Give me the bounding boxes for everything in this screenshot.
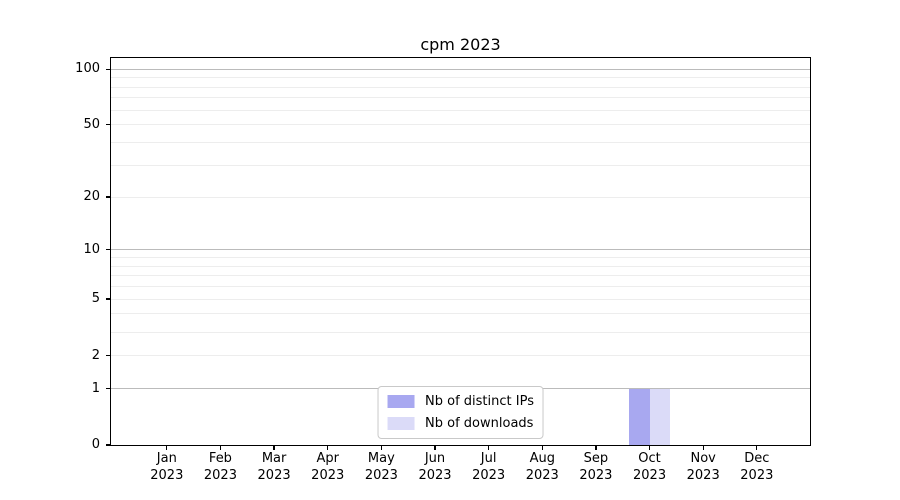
x-tick-mark xyxy=(219,445,222,450)
x-tick-label-year: 2023 xyxy=(364,467,398,483)
x-tick-mark xyxy=(541,445,543,450)
chart-title: cpm 2023 xyxy=(420,35,501,54)
x-tick-label: Mar 2023 xyxy=(242,451,306,484)
x-tick-label-month: Jul xyxy=(480,451,497,466)
x-tick-label-month: Jun xyxy=(424,451,446,466)
y-tick-mark xyxy=(106,249,111,251)
x-tick-mark xyxy=(595,445,597,450)
legend-swatch-downloads-icon xyxy=(387,416,415,431)
x-tick-label: Jun 2023 xyxy=(403,451,467,484)
x-tick-label-month: Mar xyxy=(261,451,287,466)
x-tick-label-month: Sep xyxy=(583,451,609,466)
gridline-minor xyxy=(111,298,810,300)
gridline-minor xyxy=(111,109,810,111)
x-tick-label: Feb 2023 xyxy=(188,451,252,484)
x-tick-mark xyxy=(327,445,329,450)
gridline-minor xyxy=(111,355,810,357)
x-tick-label: Dec 2023 xyxy=(725,451,789,484)
x-tick-label-year: 2023 xyxy=(472,467,506,483)
legend-item-downloads: Nb of downloads xyxy=(387,416,534,431)
x-tick-mark xyxy=(702,445,704,450)
y-tick-label: 2 xyxy=(91,347,100,363)
gridline-minor xyxy=(111,331,810,333)
x-tick-label-year: 2023 xyxy=(311,467,345,483)
bar-downloads xyxy=(649,388,671,445)
x-tick-label-year: 2023 xyxy=(418,467,452,483)
x-tick-label-year: 2023 xyxy=(579,467,613,483)
gridline-minor xyxy=(111,124,810,126)
x-tick-mark xyxy=(166,445,168,450)
y-tick-mark xyxy=(106,298,111,300)
x-tick-label: May 2023 xyxy=(349,451,413,484)
x-tick-label-month: Nov xyxy=(690,451,716,466)
gridline-minor xyxy=(111,275,810,277)
gridline-minor xyxy=(111,265,810,267)
x-tick-mark xyxy=(434,445,436,450)
x-tick-label: Aug 2023 xyxy=(510,451,574,484)
y-tick-label: 100 xyxy=(75,61,100,77)
x-tick-label-month: Oct xyxy=(638,451,661,466)
x-tick-mark xyxy=(380,445,382,450)
y-tick-mark xyxy=(106,387,111,390)
plot-area: Nb of distinct IPs Nb of downloads xyxy=(110,57,811,446)
gridline-minor xyxy=(111,286,810,288)
x-tick-label-year: 2023 xyxy=(203,467,237,483)
legend-item-distinct-ips: Nb of distinct IPs xyxy=(387,394,534,409)
gridline-major xyxy=(111,68,810,70)
x-tick-label-year: 2023 xyxy=(740,467,774,483)
x-tick-label-year: 2023 xyxy=(150,467,184,483)
x-tick-mark xyxy=(756,445,758,450)
x-tick-label: Jan 2023 xyxy=(135,451,199,484)
x-tick-label: Jul 2023 xyxy=(457,451,521,484)
gridline-minor xyxy=(111,142,810,144)
x-tick-label-year: 2023 xyxy=(633,467,667,483)
gridline-minor xyxy=(111,164,810,166)
x-tick-label-year: 2023 xyxy=(257,467,291,483)
legend-label-downloads: Nb of downloads xyxy=(425,416,534,431)
x-tick-mark xyxy=(273,445,275,450)
x-tick-label-month: Aug xyxy=(529,451,555,466)
gridline-minor xyxy=(111,196,810,198)
x-tick-label: Sep 2023 xyxy=(564,451,628,484)
y-tick-mark xyxy=(106,196,111,198)
legend-label-distinct-ips: Nb of distinct IPs xyxy=(425,394,534,409)
gridline-minor xyxy=(111,97,810,99)
y-tick-mark xyxy=(106,354,111,357)
legend: Nb of distinct IPs Nb of downloads xyxy=(377,386,544,439)
y-tick-label: 50 xyxy=(83,116,100,132)
bar-distinct-ips xyxy=(629,388,650,445)
x-tick-label: Oct 2023 xyxy=(618,451,682,484)
gridline-minor xyxy=(111,313,810,315)
y-tick-label: 5 xyxy=(91,291,100,307)
gridline-minor xyxy=(111,86,810,88)
x-tick-label-month: Dec xyxy=(744,451,770,466)
x-tick-label-year: 2023 xyxy=(525,467,559,483)
y-tick-mark xyxy=(106,68,111,70)
x-tick-label-month: May xyxy=(367,451,395,466)
x-tick-mark xyxy=(648,445,651,450)
y-tick-label: 10 xyxy=(83,241,100,257)
x-tick-label-month: Feb xyxy=(208,451,232,466)
y-tick-mark xyxy=(106,124,111,126)
gridline-minor xyxy=(111,77,810,79)
gridline-minor xyxy=(111,257,810,258)
y-tick-label: 20 xyxy=(83,189,100,205)
y-tick-label: 1 xyxy=(91,380,100,396)
x-tick-label-year: 2023 xyxy=(686,467,720,483)
x-tick-label-month: Apr xyxy=(316,451,339,466)
y-tick-label: 0 xyxy=(91,437,100,452)
legend-swatch-distinct-ips-icon xyxy=(387,394,415,409)
x-tick-mark xyxy=(487,445,490,450)
y-tick-mark xyxy=(106,444,111,446)
x-tick-label: Apr 2023 xyxy=(296,451,360,484)
gridline-major xyxy=(111,249,810,251)
x-tick-label: Nov 2023 xyxy=(671,451,735,484)
x-tick-label-month: Jan xyxy=(156,451,177,466)
